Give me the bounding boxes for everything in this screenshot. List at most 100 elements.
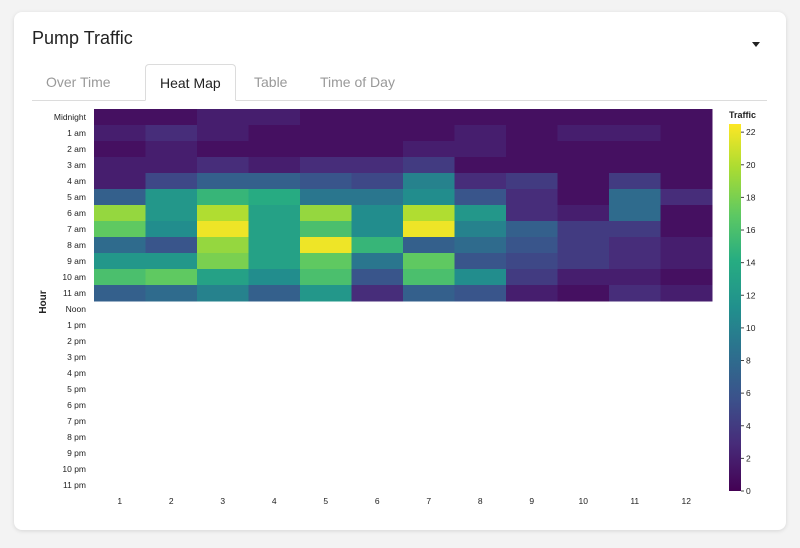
- heatmap-cell: [300, 189, 352, 206]
- y-tick-label: 5 am: [67, 192, 86, 202]
- heatmap-cell: [300, 221, 352, 238]
- heatmap-cell: [145, 269, 198, 286]
- heatmap-cell: [248, 189, 301, 206]
- heatmap-cell: [300, 253, 352, 270]
- tab-heat-map[interactable]: Heat Map: [145, 64, 236, 101]
- heatmap-cell: [454, 269, 507, 286]
- heatmap-cell: [403, 205, 455, 222]
- heatmap-cell: [145, 205, 198, 222]
- x-tick-label: 12: [682, 496, 692, 506]
- heatmap-cell: [403, 285, 455, 302]
- heatmap-cell: [660, 173, 713, 190]
- heatmap-cell: [197, 237, 249, 254]
- heatmap-cell: [403, 173, 455, 190]
- y-tick-label: 7 am: [67, 224, 86, 234]
- colorbar-title: Traffic: [729, 110, 756, 120]
- heatmap-cell: [557, 109, 610, 126]
- heatmap-cell: [506, 205, 558, 222]
- heatmap-cell: [454, 285, 507, 302]
- heatmap-cell: [197, 205, 249, 222]
- heatmap-cell: [403, 221, 455, 238]
- heatmap-cell: [609, 285, 661, 302]
- heatmap-cell: [351, 141, 404, 158]
- heatmap-cell: [454, 173, 507, 190]
- y-tick-label: 10 am: [62, 272, 86, 282]
- heatmap-cell: [145, 109, 198, 126]
- heatmap-cell: [609, 237, 661, 254]
- y-tick-label: 1 pm: [67, 320, 86, 330]
- heatmap-cell: [248, 173, 301, 190]
- heatmap-cell: [506, 157, 558, 174]
- heatmap-cell: [94, 253, 146, 270]
- heatmap-cell: [197, 157, 249, 174]
- y-tick-label: Midnight: [54, 112, 87, 122]
- heatmap-cell: [454, 125, 507, 142]
- colorbar-tick-label: 2: [746, 453, 751, 463]
- heatmap-cell: [94, 125, 146, 142]
- y-tick-label: 2 pm: [67, 336, 86, 346]
- tab-table[interactable]: Table: [254, 74, 288, 90]
- heatmap-cell: [248, 109, 301, 126]
- y-tick-label: 7 pm: [67, 416, 86, 426]
- heatmap-cell: [145, 237, 198, 254]
- heatmap-cell: [197, 189, 249, 206]
- heatmap-cell: [351, 237, 404, 254]
- tab-over-time[interactable]: Over Time: [46, 74, 111, 90]
- heatmap-cell: [609, 157, 661, 174]
- heatmap-cell: [454, 109, 507, 126]
- heatmap-cell: [351, 253, 404, 270]
- colorbar-tick-label: 4: [746, 421, 751, 431]
- heatmap-cell: [609, 173, 661, 190]
- panel-title: Pump Traffic: [32, 28, 133, 48]
- heatmap-cell: [506, 173, 558, 190]
- y-tick-label: 9 pm: [67, 448, 86, 458]
- colorbar-tick-label: 6: [746, 388, 751, 398]
- heatmap-cell: [403, 109, 455, 126]
- collapse-button[interactable]: [748, 36, 764, 52]
- colorbar-tick-label: 8: [746, 356, 751, 366]
- heatmap-cell: [660, 269, 713, 286]
- heatmap-cell: [197, 109, 249, 126]
- heatmap-cell: [94, 189, 146, 206]
- heatmap-cell: [248, 221, 301, 238]
- colorbar-tick-label: 10: [746, 323, 756, 333]
- heatmap-cell: [351, 189, 404, 206]
- heatmap-cell: [506, 125, 558, 142]
- heatmap-cell: [248, 237, 301, 254]
- heatmap-cell: [94, 109, 146, 126]
- heatmap-cell: [660, 125, 713, 142]
- heatmap-cell: [351, 157, 404, 174]
- heatmap-cell: [506, 109, 558, 126]
- y-tick-label: 1 am: [67, 128, 86, 138]
- heatmap-cell: [248, 125, 301, 142]
- heatmap-cell: [300, 157, 352, 174]
- x-tick-label: 11: [630, 496, 639, 506]
- tab-bar: Over Time Heat Map Table Time of Day: [32, 64, 767, 101]
- heatmap-cell: [454, 253, 507, 270]
- colorbar: [729, 124, 741, 491]
- heatmap-cell: [609, 141, 661, 158]
- heatmap-cell: [557, 221, 610, 238]
- heatmap-cell: [351, 205, 404, 222]
- heatmap-cell: [403, 253, 455, 270]
- heatmap-cell: [609, 109, 661, 126]
- heatmap-cell: [145, 141, 198, 158]
- y-tick-label: 11 am: [63, 288, 86, 298]
- colorbar-tick-label: 14: [746, 258, 756, 268]
- tab-time-of-day[interactable]: Time of Day: [320, 74, 395, 90]
- heatmap-cell: [609, 189, 661, 206]
- heatmap-cell: [454, 189, 507, 206]
- heatmap-cell: [506, 189, 558, 206]
- colorbar-tick-label: 0: [746, 486, 751, 496]
- y-tick-label: 6 pm: [67, 400, 86, 410]
- colorbar-tick-label: 20: [746, 160, 756, 170]
- heatmap-cell: [660, 189, 713, 206]
- y-tick-label: 10 pm: [62, 464, 86, 474]
- heatmap-cell: [300, 205, 352, 222]
- heatmap-cell: [403, 189, 455, 206]
- heatmap-cell: [403, 237, 455, 254]
- heatmap-cell: [609, 269, 661, 286]
- heatmap-cell: [454, 221, 507, 238]
- heatmap-cell: [557, 285, 610, 302]
- heatmap-cell: [403, 141, 455, 158]
